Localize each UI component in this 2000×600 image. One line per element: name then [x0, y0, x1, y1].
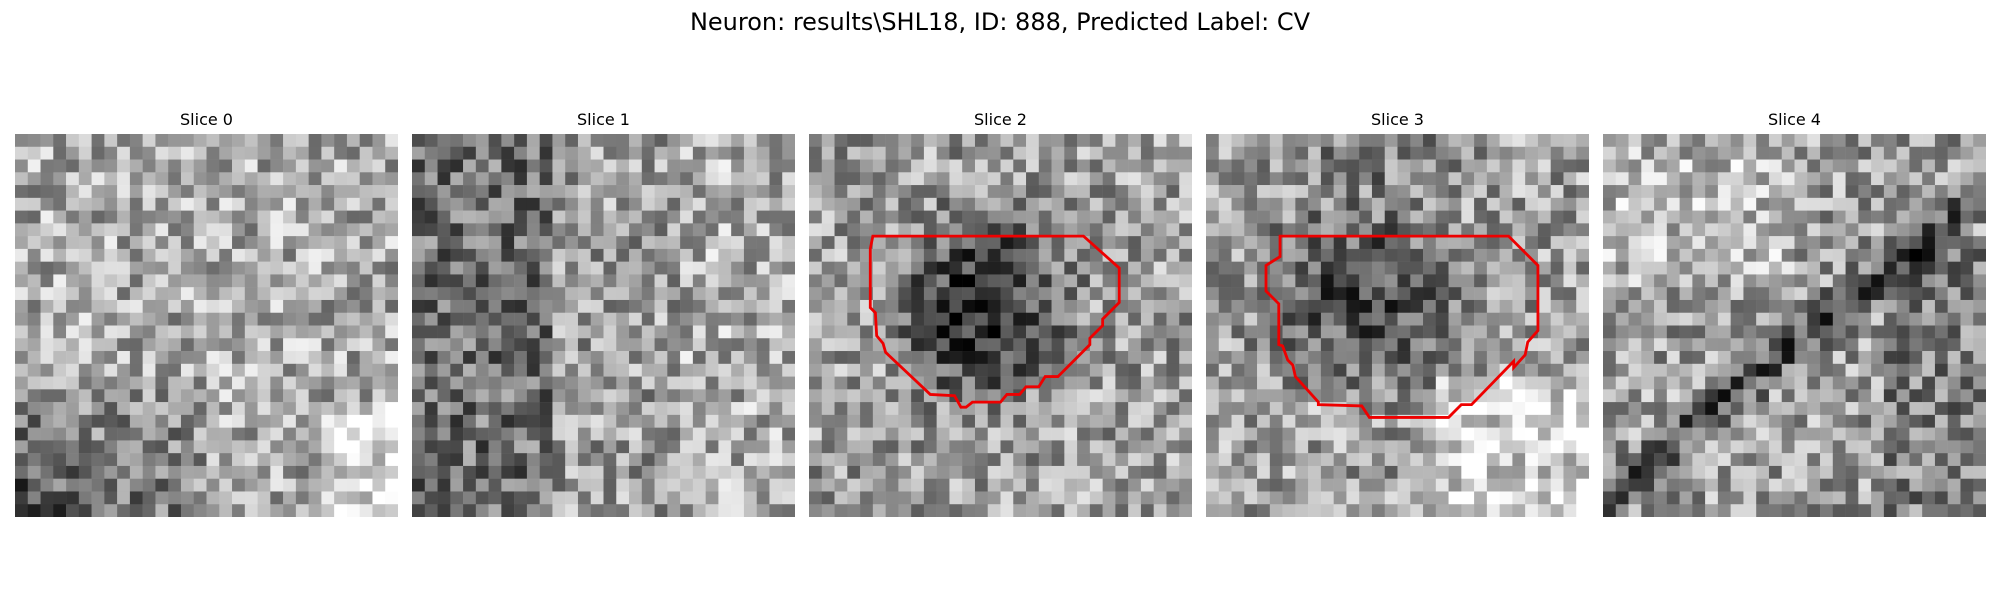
figure-title: Neuron: results\SHL18, ID: 888, Predicte…	[689, 8, 1311, 36]
slice-title: Slice 1	[577, 110, 630, 129]
slice-image	[1206, 134, 1589, 517]
slice-image	[809, 134, 1192, 517]
slice-title: Slice 0	[180, 110, 233, 129]
slice-image	[15, 134, 398, 517]
slice-image	[1603, 134, 1986, 517]
segmentation-contour	[868, 234, 1121, 409]
segmentation-contour	[1264, 234, 1540, 419]
slice-title: Slice 3	[1371, 110, 1424, 129]
slice-image	[412, 134, 795, 517]
slice-title: Slice 2	[974, 110, 1027, 129]
slice-title: Slice 4	[1768, 110, 1821, 129]
